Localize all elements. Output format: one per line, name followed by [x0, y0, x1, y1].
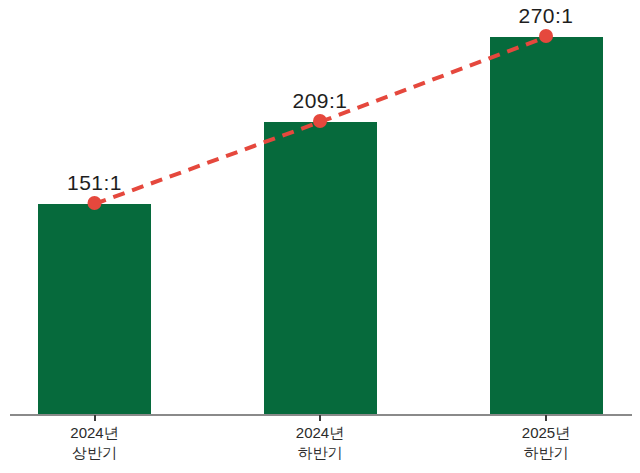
category-label: 2024년 하반기: [240, 423, 400, 463]
value-label: 151:1: [25, 170, 165, 196]
x-axis-tick: [319, 415, 321, 421]
bar-chart: 151:1 209:1 270:1 2024년 상반기 2024년 하반기 2025년 …: [0, 0, 640, 473]
x-axis-line: [10, 414, 632, 416]
value-label: 209:1: [250, 88, 390, 114]
category-label: 2024년 상반기: [15, 423, 175, 463]
bar: [490, 37, 603, 415]
value-label: 270:1: [476, 3, 616, 29]
bar: [38, 204, 151, 415]
category-label: 2025년 하반기: [466, 423, 626, 463]
x-axis-tick: [545, 415, 547, 421]
bar: [264, 122, 377, 415]
x-axis-tick: [94, 415, 96, 421]
